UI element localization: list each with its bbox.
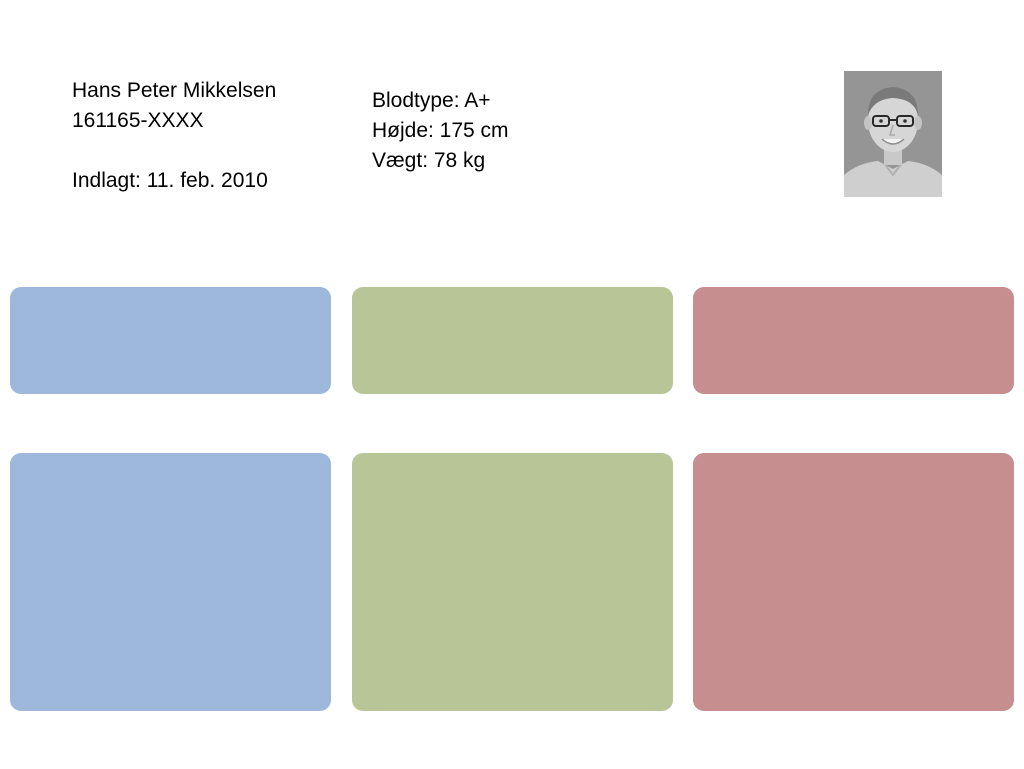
red-panel-bottom[interactable] [693, 453, 1014, 711]
blood-type: Blodtype: A+ [372, 89, 491, 112]
patient-identity: Hans Peter Mikkelsen 161165-XXXX Indlagt… [72, 76, 276, 196]
green-panel-bottom[interactable] [352, 453, 673, 711]
spacer [72, 136, 276, 166]
patient-cpr: 161165-XXXX [72, 109, 204, 132]
patient-photo [844, 71, 942, 197]
height: Højde: 175 cm [372, 119, 509, 142]
admission-date: Indlagt: 11. feb. 2010 [72, 169, 268, 192]
red-panel-top[interactable] [693, 287, 1014, 394]
blue-panel-top[interactable] [10, 287, 331, 394]
green-panel-top[interactable] [352, 287, 673, 394]
blue-panel-bottom[interactable] [10, 453, 331, 711]
weight: Vægt: 78 kg [372, 149, 486, 172]
patient-vitals: Blodtype: A+ Højde: 175 cm Vægt: 78 kg [372, 86, 509, 176]
portrait-icon [844, 71, 942, 197]
patient-name: Hans Peter Mikkelsen [72, 79, 277, 102]
